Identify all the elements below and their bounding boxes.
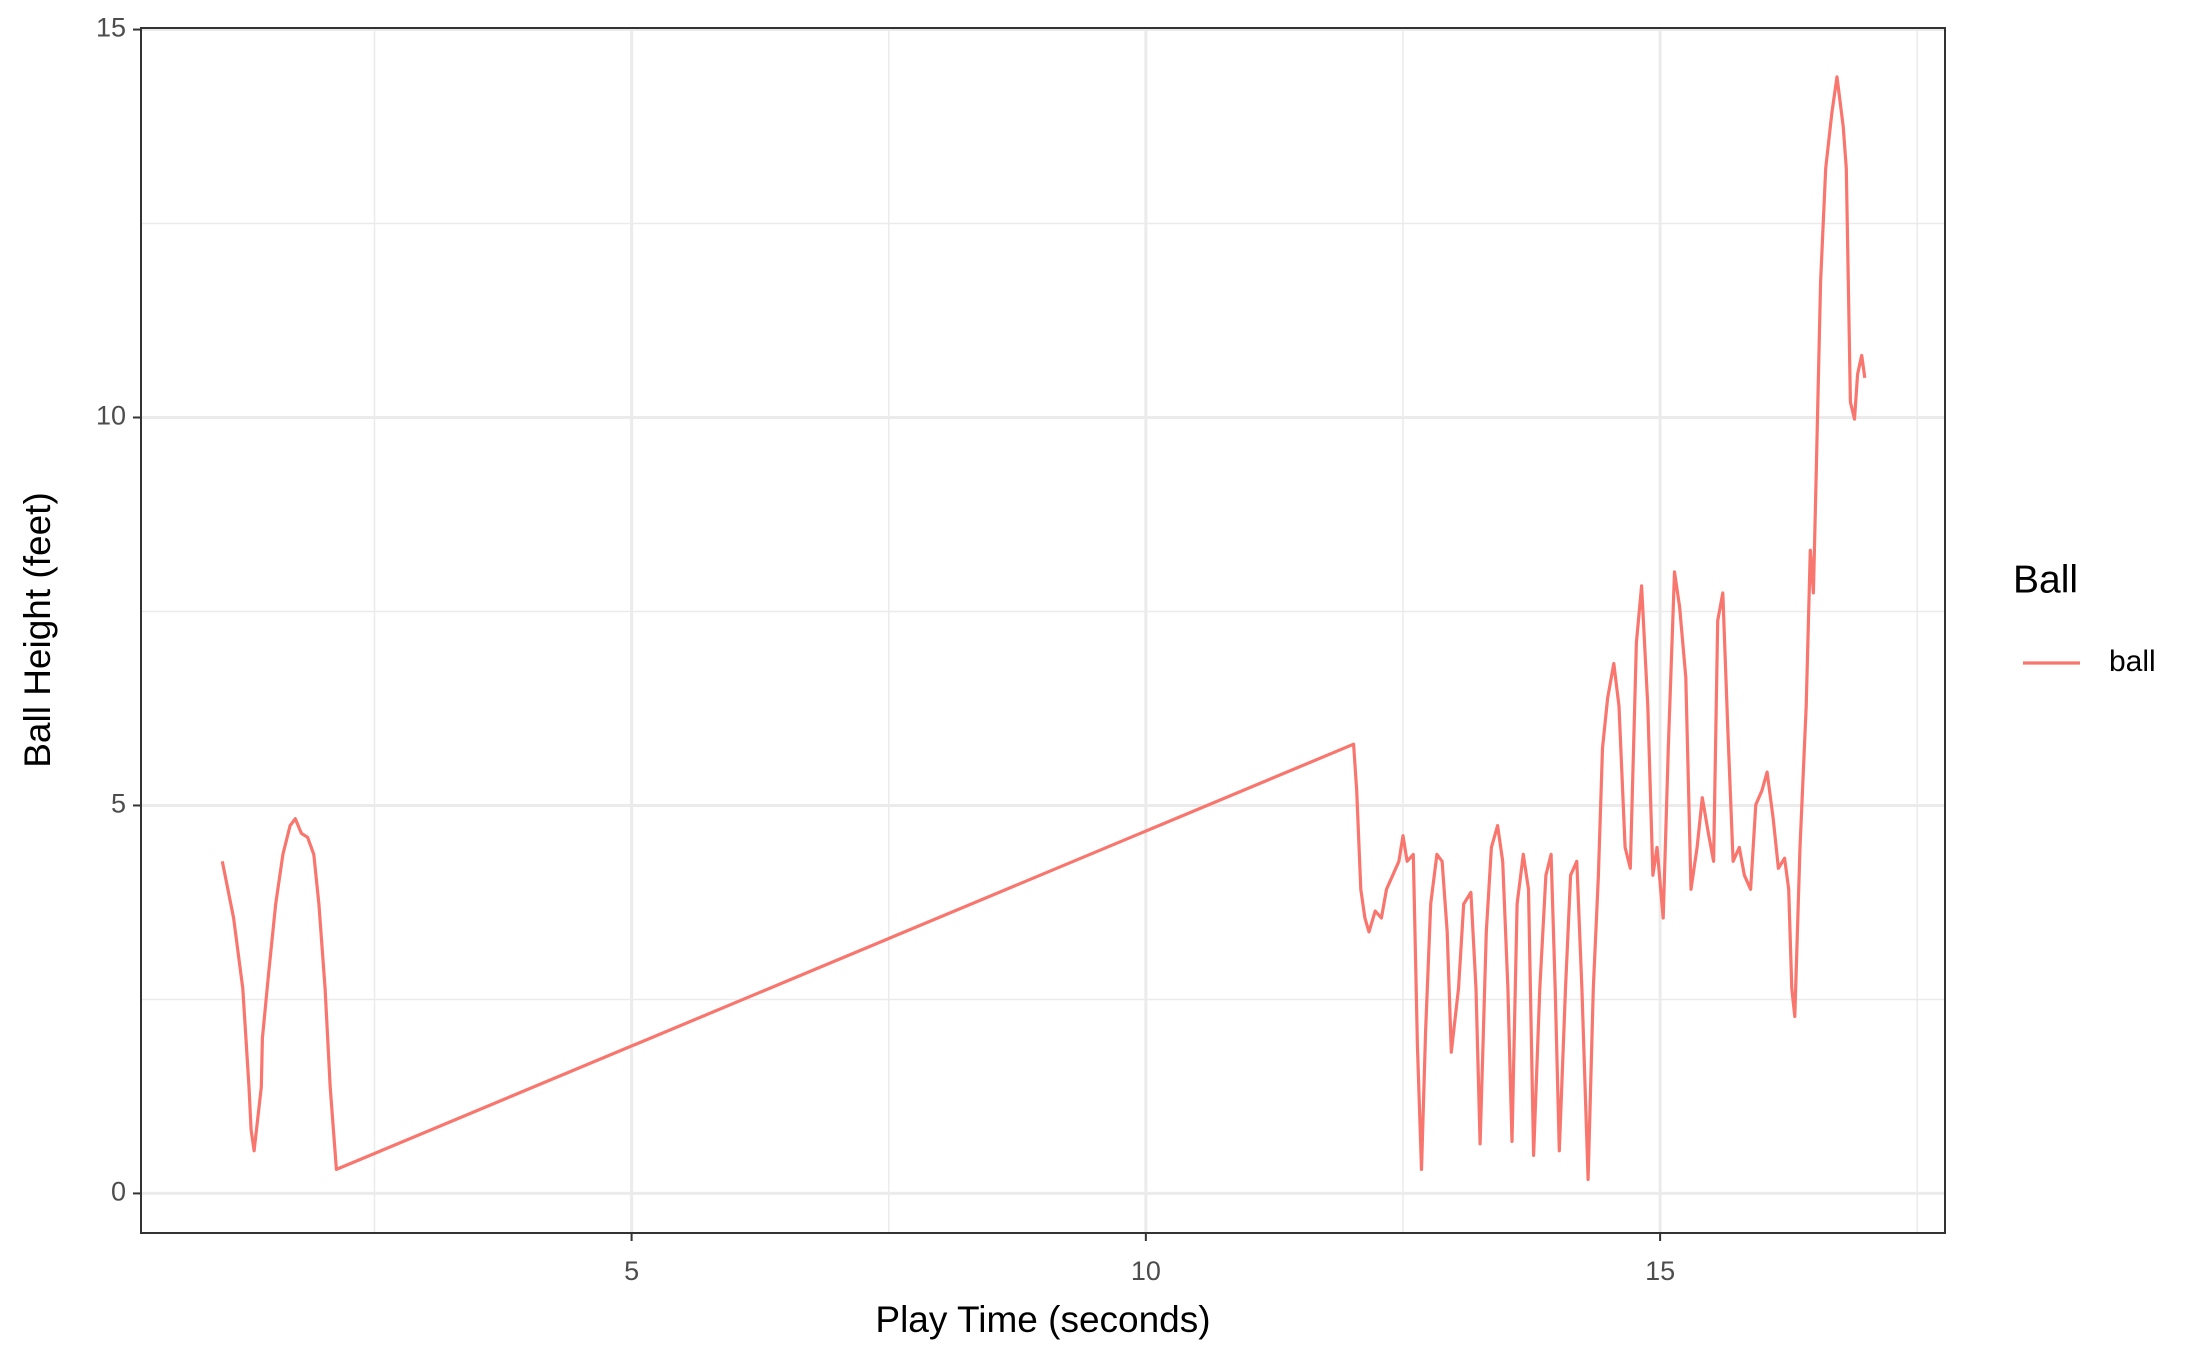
y-tick-label: 5 xyxy=(111,789,126,819)
data-line xyxy=(220,75,1867,1182)
y-tick-label: 15 xyxy=(96,13,126,43)
y-axis-title: Ball Height (feet) xyxy=(17,492,58,768)
x-tick-label: 5 xyxy=(624,1256,639,1286)
legend-label: ball xyxy=(2109,645,2156,678)
y-tick-label: 0 xyxy=(111,1177,126,1207)
y-tick-label: 10 xyxy=(96,401,126,431)
plot-border xyxy=(140,27,1946,1234)
legend-title: Ball xyxy=(2013,558,2078,601)
x-axis-title: Play Time (seconds) xyxy=(875,1299,1210,1340)
x-tick-label: 10 xyxy=(1131,1256,1161,1286)
x-tick-label: 15 xyxy=(1645,1256,1675,1286)
